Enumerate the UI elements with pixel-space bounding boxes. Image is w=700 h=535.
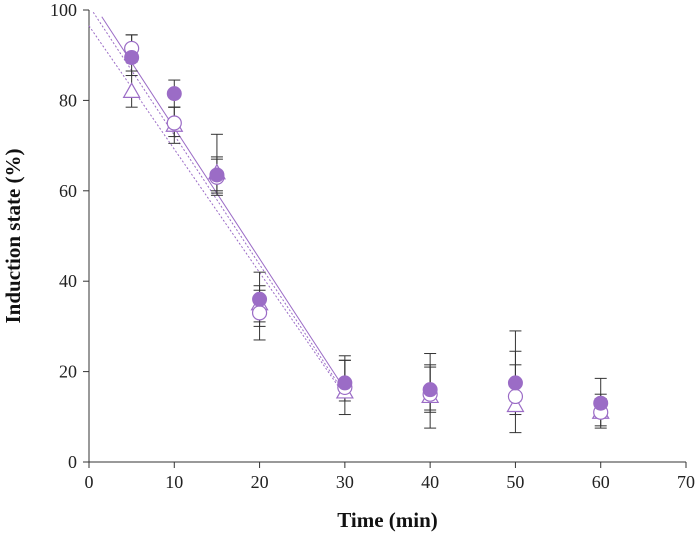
data-point-open-circle	[251, 305, 268, 321]
data-point-open-triangle	[506, 396, 525, 413]
data-point-open-triangle	[122, 82, 141, 98]
x-tick-label: 60	[592, 472, 610, 492]
y-tick-label: 40	[59, 271, 77, 291]
data-point-filled-circle	[209, 167, 225, 183]
error-bars	[125, 34, 607, 434]
data-point-filled-circle	[124, 49, 140, 65]
fit-line-open-circle	[92, 11, 342, 388]
y-tick-label: 80	[59, 90, 77, 110]
data-point-open-circle	[507, 388, 524, 405]
fit-line-filled-circle	[101, 16, 342, 384]
data-point-filled-circle	[166, 86, 182, 102]
data-markers	[122, 40, 610, 420]
y-tick-label: 60	[59, 181, 77, 201]
x-tick-label: 10	[165, 472, 183, 492]
data-point-filled-circle	[507, 375, 523, 391]
axes	[88, 10, 686, 463]
x-tick-label: 70	[677, 472, 695, 492]
fit-lines	[88, 11, 342, 390]
y-tick-label: 20	[59, 362, 77, 382]
y-axis-title: Induction state (%)	[1, 148, 25, 323]
data-point-filled-circle	[422, 382, 438, 398]
x-tick-label: 0	[85, 472, 94, 492]
ticks: 0 10 20 30 40 50 60 70 0 20 40 60 80 100	[50, 0, 695, 492]
y-tick-label: 0	[68, 452, 77, 472]
x-tick-label: 20	[251, 472, 269, 492]
data-point-filled-circle	[252, 291, 268, 307]
data-point-open-circle	[166, 115, 182, 131]
x-tick-label: 30	[336, 472, 354, 492]
x-axis-title: Time (min)	[337, 508, 438, 532]
x-tick-label: 40	[421, 472, 439, 492]
fit-line-open-triangle	[88, 25, 342, 390]
y-tick-label: 100	[50, 0, 77, 20]
data-point-filled-circle	[593, 395, 609, 411]
data-point-filled-circle	[337, 375, 353, 391]
x-tick-label: 50	[506, 472, 524, 492]
